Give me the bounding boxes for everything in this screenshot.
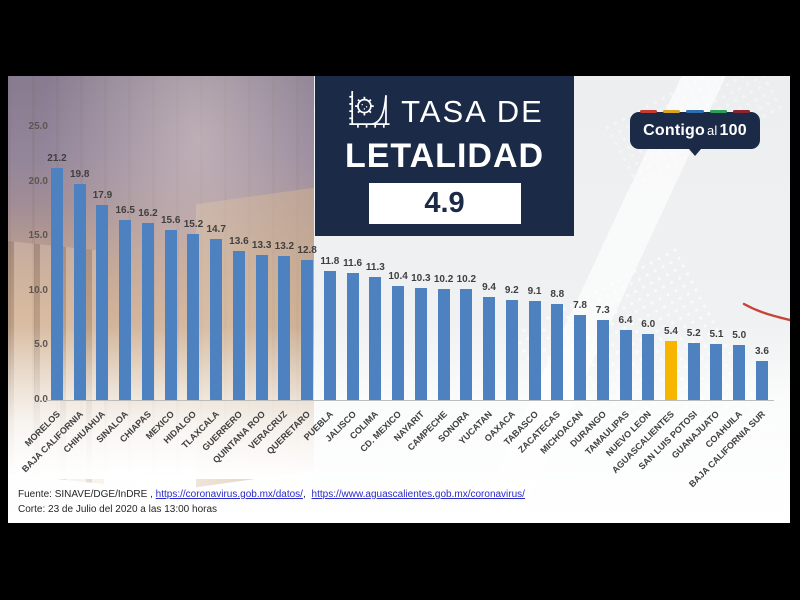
bar <box>574 314 587 400</box>
bar-value-label: 11.3 <box>365 261 385 273</box>
lethality-value-box: 4.9 <box>368 183 521 224</box>
logo-dash <box>663 110 681 113</box>
source-link-2[interactable]: https://www.aguascalientes.gob.mx/corona… <box>311 489 525 500</box>
bar-value-label: 13.6 <box>229 236 249 248</box>
bar-value-label: 8.8 <box>550 288 565 300</box>
bar-value-label: 11.8 <box>320 256 340 268</box>
bar <box>460 288 473 400</box>
bar <box>437 288 450 400</box>
bar <box>187 234 200 400</box>
bar-value-label: 12.8 <box>297 245 317 257</box>
bar-value-label: 17.9 <box>92 189 113 201</box>
bar <box>369 276 382 400</box>
bar-value-label: 13.3 <box>251 239 272 251</box>
bar <box>414 287 427 400</box>
bar <box>392 286 405 400</box>
bar-value-label: 16.5 <box>115 204 135 216</box>
logo-word-100: 100 <box>719 121 747 139</box>
bar-value-label: 10.4 <box>388 271 408 283</box>
cutoff-line: Corte: 23 de Julio del 2020 a las 13:00 … <box>18 504 218 515</box>
bar <box>301 260 314 400</box>
bar <box>551 303 564 400</box>
bar <box>119 219 132 400</box>
logo-word-contigo: Contigo <box>643 121 705 139</box>
logo-dash <box>686 110 704 113</box>
bar-value-label: 16.2 <box>138 208 158 220</box>
bar <box>528 300 541 400</box>
logo-bubble-tail <box>689 149 701 156</box>
bar <box>687 343 700 400</box>
bar-value-label: 10.2 <box>456 273 477 285</box>
source-label: Fuente: SINAVE/DGE/InDRE , <box>18 489 153 500</box>
source-link-1[interactable]: https://coronavirus.gob.mx/datos/ <box>155 489 303 500</box>
bar <box>210 239 223 400</box>
virus-chart-icon <box>345 88 391 135</box>
bar <box>505 299 518 400</box>
bar-value-label: 3.6 <box>754 345 769 357</box>
bar <box>255 254 268 400</box>
title-prefix: TASA DE <box>401 93 544 129</box>
bar-value-label: 15.2 <box>183 219 204 231</box>
bar-value-label: 11.6 <box>343 258 363 270</box>
y-axis-tick: 0.0 <box>34 394 48 405</box>
logo-dash <box>732 110 751 113</box>
y-axis-tick: 20.0 <box>28 175 48 187</box>
y-axis-tick: 15.0 <box>28 230 48 242</box>
logo-dash <box>709 110 727 113</box>
lethality-value: 4.9 <box>424 187 465 219</box>
bar-value-label: 13.2 <box>274 240 295 252</box>
bar <box>278 255 291 400</box>
bar <box>346 273 359 400</box>
bar <box>141 223 154 400</box>
bar <box>642 334 655 400</box>
bar <box>596 320 609 400</box>
bar-value-label: 9.4 <box>482 282 496 294</box>
bar-value-label: 15.6 <box>160 214 181 226</box>
bar <box>164 229 177 400</box>
logo-dash <box>640 110 658 113</box>
contigo-logo: Contigo al 100 <box>630 110 760 156</box>
title-main: LETALIDAD <box>344 137 545 175</box>
footer: Fuente: SINAVE/DGE/InDRE , https://coron… <box>18 487 525 517</box>
bar <box>323 271 336 400</box>
logo-text: Contigo al 100 <box>643 122 747 140</box>
y-axis-tick: 10.0 <box>28 284 48 296</box>
source-separator: , <box>302 489 306 500</box>
bar <box>733 345 746 400</box>
bar <box>755 360 768 400</box>
bar <box>51 168 63 400</box>
bar <box>96 204 109 400</box>
bar <box>664 341 677 400</box>
bar <box>73 183 86 400</box>
logo-color-dashes <box>640 110 751 113</box>
title-panel: TASA DE LETALIDAD 4.9 <box>315 76 574 236</box>
y-axis-tick: 5.0 <box>34 339 48 351</box>
slide: 25.0 20.0 15.0 10.0 5.0 0.0 21.2 MORELOS 19.8 BAJ… <box>8 76 790 523</box>
bar <box>232 251 245 400</box>
bar-value-label: 19.8 <box>70 168 90 180</box>
source-line: Fuente: SINAVE/DGE/InDRE , https://coron… <box>18 487 525 502</box>
bar-value-label: 5.0 <box>732 330 747 342</box>
bar <box>483 297 496 400</box>
bar <box>710 344 723 400</box>
bar-value-label: 10.2 <box>433 273 454 285</box>
bar-value-label: 14.7 <box>206 224 226 236</box>
y-axis-tick: 25.0 <box>28 121 48 132</box>
logo-word-al: al <box>707 122 718 138</box>
bar-value-label: 21.2 <box>47 153 67 165</box>
x-axis-line <box>44 400 774 401</box>
bar <box>619 330 632 400</box>
bar-value-label: 10.3 <box>411 272 431 284</box>
